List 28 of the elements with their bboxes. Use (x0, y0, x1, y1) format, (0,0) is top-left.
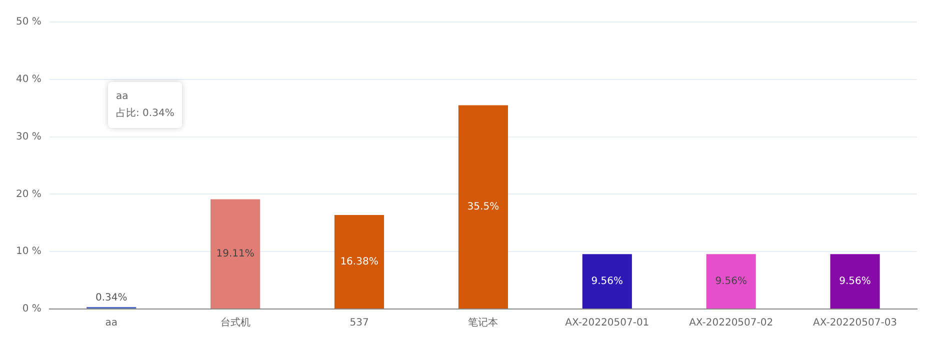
y-tick-label: 0 % (22, 304, 42, 315)
data-label: 9.56% (839, 276, 871, 287)
x-tick-label: aa (105, 318, 118, 329)
x-tick-label: 笔记本 (468, 316, 498, 329)
x-tick-label: AX-20220507-03 (813, 318, 898, 329)
y-tick-label: 50 % (16, 16, 42, 28)
data-label: 0.34% (95, 292, 128, 304)
x-tick-label: AX-20220507-02 (689, 318, 774, 329)
y-tick-label: 20 % (16, 188, 42, 200)
bar (458, 105, 508, 308)
bar (830, 254, 880, 308)
bar (582, 254, 632, 308)
y-tick-label: 40 % (16, 74, 42, 85)
x-tick-label: AX-20220507-01 (565, 318, 650, 329)
data-label: 19.11% (216, 248, 254, 260)
bar (210, 199, 260, 308)
y-tick-label: 30 % (16, 131, 42, 142)
bar (334, 214, 384, 308)
x-tick-label: 台式机 (220, 316, 250, 329)
data-label: 16.38% (340, 256, 378, 268)
y-tick-label: 10 % (16, 246, 42, 258)
annotation: 占比: 0.34% (116, 106, 174, 121)
data-label: 35.5% (467, 201, 500, 212)
data-label: 9.56% (715, 276, 747, 287)
bar (706, 254, 756, 308)
data-label: 9.56% (591, 276, 624, 287)
annotation: aa (116, 90, 130, 104)
x-tick-label: 537 (350, 318, 369, 329)
